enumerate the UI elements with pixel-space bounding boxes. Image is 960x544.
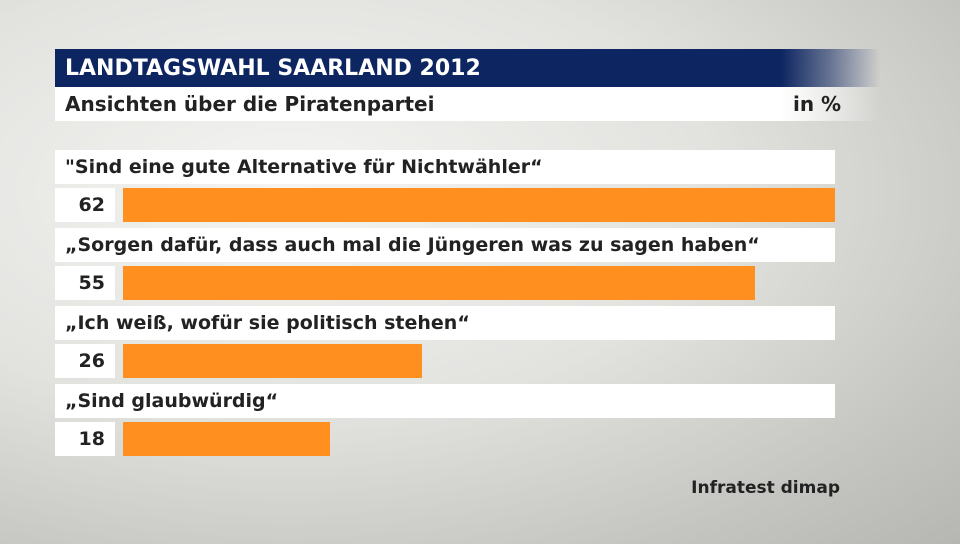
category-label: "Sind eine gute Alternative für Nichtwäh… (65, 156, 543, 178)
chart-title: LANDTAGSWAHL SAARLAND 2012 (65, 56, 481, 81)
category-label: „Sind glaubwürdig“ (65, 390, 279, 412)
source-label: Infratest dimap (691, 478, 840, 498)
chart-subtitle: Ansichten über die Piratenpartei (65, 92, 435, 116)
value-label-box: 18 (55, 422, 115, 456)
bar (123, 188, 835, 222)
value-label: 62 (78, 194, 105, 216)
category-label-box: „Ich weiß, wofür sie politisch stehen“ (55, 306, 835, 340)
category-label-box: "Sind eine gute Alternative für Nichtwäh… (55, 150, 835, 184)
value-label-box: 26 (55, 344, 115, 378)
value-label: 18 (78, 428, 105, 450)
chart-subtitle-bar: Ansichten über die Piratenpartei in % (55, 87, 880, 121)
category-label: „Sorgen dafür, dass auch mal die Jüngere… (65, 234, 760, 256)
bar (123, 344, 422, 378)
category-label-box: „Sind glaubwürdig“ (55, 384, 835, 418)
value-label: 26 (78, 350, 105, 372)
bar (123, 266, 755, 300)
value-label-box: 62 (55, 188, 115, 222)
value-label-box: 55 (55, 266, 115, 300)
category-label: „Ich weiß, wofür sie politisch stehen“ (65, 312, 470, 334)
value-label: 55 (78, 272, 105, 294)
bar (123, 422, 330, 456)
chart-title-bar: LANDTAGSWAHL SAARLAND 2012 (55, 49, 880, 87)
unit-label: in % (793, 92, 842, 116)
category-label-box: „Sorgen dafür, dass auch mal die Jüngere… (55, 228, 835, 262)
